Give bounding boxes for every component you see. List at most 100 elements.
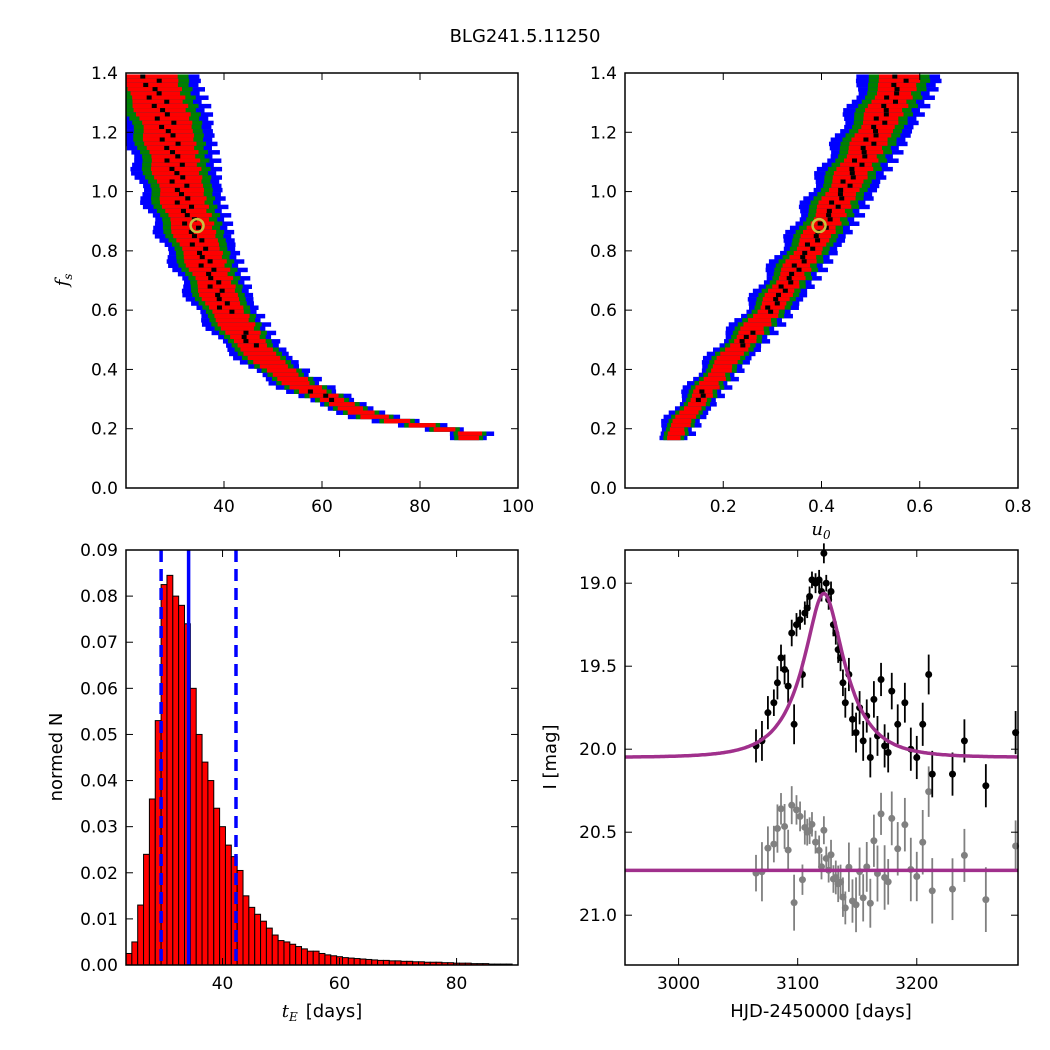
p3-histogram-bar: [254, 913, 262, 966]
p1-core-cell: [206, 271, 212, 277]
p3-histogram-bar: [143, 853, 150, 966]
p3-histogram-bar: [289, 943, 297, 966]
p2-band-1sigma: [683, 406, 702, 411]
p1-core-cell: [323, 393, 329, 399]
p2-band-1sigma: [711, 368, 732, 373]
p2-core-cell: [740, 343, 746, 348]
p4-data-point: [848, 715, 856, 723]
p1-band-1sigma: [458, 435, 479, 441]
p1-core-cell: [191, 234, 197, 239]
p2-band-1sigma: [753, 313, 779, 319]
p1-band-1sigma: [171, 221, 215, 226]
p3-histogram-bar: [330, 955, 338, 966]
p1-core-cell: [180, 175, 186, 180]
p1-band-1sigma: [281, 381, 310, 386]
p1-band-1sigma: [157, 179, 202, 184]
p4-ytick-label: 19.5: [579, 657, 617, 677]
p2-xtick-label: 0.2: [710, 497, 737, 517]
p1-core-cell: [169, 166, 175, 172]
p2-core-cell: [851, 158, 857, 163]
p2-core-cell: [881, 103, 887, 109]
p1-xtick-label: 40: [213, 497, 235, 517]
p2-band-1sigma: [714, 360, 738, 365]
p2-band-1sigma: [778, 276, 806, 281]
p2-core-cell: [774, 301, 780, 306]
p4-axes-frame: [624, 549, 1019, 966]
p2-core-cell: [884, 95, 890, 100]
p1-core-cell: [175, 141, 181, 147]
p1-core-cell: [170, 150, 176, 155]
p2-band-1sigma: [816, 204, 852, 210]
p2-band-1sigma: [781, 267, 812, 273]
p4-residual-point: [818, 863, 825, 871]
p2-band-1sigma: [734, 339, 757, 344]
p1-core-cell: [143, 82, 149, 88]
p2-ytick-label: 0.2: [590, 420, 617, 440]
p3-ytick-label: 0.06: [80, 679, 118, 699]
p1-band-1sigma: [132, 99, 183, 105]
p1-band-1sigma: [132, 95, 186, 100]
p2-axes-frame: [624, 72, 1019, 489]
p2-band-1sigma: [679, 410, 699, 415]
p1-band-1sigma: [266, 368, 297, 373]
p2-core-cell: [768, 309, 774, 315]
p2-core-cell: [775, 292, 781, 298]
p1-core-cell: [243, 339, 249, 344]
p2-core-cell: [850, 175, 856, 180]
p1-core-cell: [164, 112, 170, 117]
p1-band-1sigma: [240, 347, 273, 352]
p2-band-1sigma: [854, 133, 892, 138]
p4-ytick-label: 21.0: [579, 906, 617, 926]
p2-band-1sigma: [798, 242, 827, 247]
p2-band-1sigma: [793, 250, 822, 256]
p4-data-point: [982, 782, 990, 790]
p1-band-1sigma: [159, 183, 204, 189]
p2-core-cell: [699, 389, 705, 394]
p2-band-1sigma: [840, 162, 872, 168]
p4-model-curve: [625, 591, 1018, 759]
p4-data-point: [781, 666, 789, 674]
p2-core-cell: [838, 187, 844, 193]
p2-core-cell: [835, 204, 841, 210]
p2-core-cell: [883, 108, 889, 113]
p4-data-point: [792, 621, 800, 629]
p4-residual-point: [784, 846, 792, 854]
p1-core-cell: [241, 334, 247, 340]
p4-residual-point: [777, 805, 785, 813]
p2-band-1sigma: [796, 246, 823, 252]
p1-band-1sigma: [198, 288, 235, 294]
p4-residual-point: [796, 812, 804, 820]
p4-residual-point: [781, 822, 789, 830]
p2-posterior-cells: [659, 74, 942, 441]
p1-xtick-label: 80: [409, 497, 431, 517]
p1-band-1sigma: [136, 112, 191, 117]
p1-band-1sigma: [195, 276, 234, 281]
p1-ytick-label: 0.0: [91, 479, 118, 499]
p2-core-cell: [802, 250, 808, 256]
p3-histogram-bar: [248, 906, 256, 966]
p4-data-point: [841, 699, 849, 707]
p3-xtick-label: 40: [212, 974, 234, 994]
p2-band-1sigma: [768, 288, 795, 294]
p1-band-1sigma: [146, 145, 195, 151]
p1-band-1sigma: [151, 158, 201, 163]
p2-band-1sigma: [667, 431, 685, 436]
p4-residual-point: [870, 837, 878, 845]
p1-band-1sigma: [159, 196, 207, 201]
p2-band-1sigma: [813, 217, 841, 222]
p3-ytick-label: 0.07: [80, 633, 118, 653]
p1-core-cell: [197, 250, 203, 256]
p3-vertical-lines: [159, 550, 238, 965]
p1-core-cell: [189, 204, 195, 210]
p4-xlabel: HJD-2450000 [days]: [730, 1001, 912, 1022]
p4-data-point: [820, 549, 828, 557]
p1-band-1sigma: [176, 238, 218, 243]
p1-core-cell: [174, 200, 180, 205]
p1-core-cell: [243, 330, 249, 336]
p2-core-cell: [873, 129, 879, 134]
p1-core-cell: [169, 179, 175, 184]
p1-core-cell: [207, 284, 213, 289]
p4-model-curves: [625, 591, 1018, 873]
p2-core-cell: [840, 179, 846, 184]
p1-band-1sigma: [214, 313, 250, 319]
